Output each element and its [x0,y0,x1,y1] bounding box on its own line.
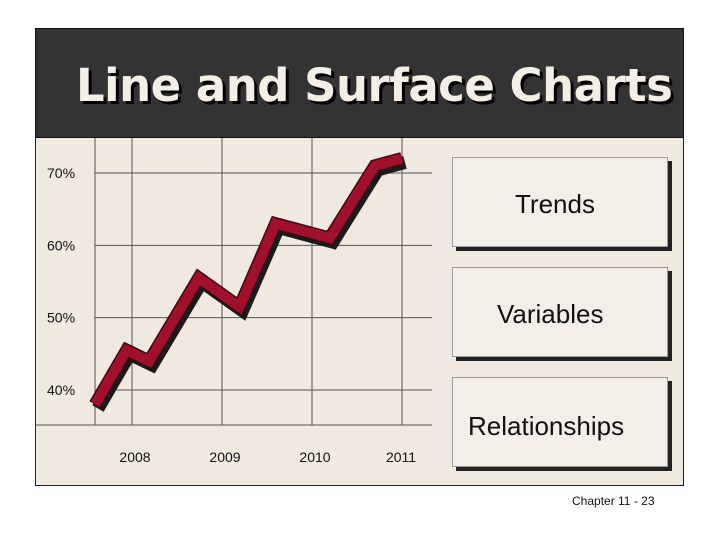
callout-variables-label: Variables [497,299,604,329]
y-tick-label: 70% [47,165,75,181]
callout-relationships: Relationships [452,377,668,467]
x-tick-label: 2009 [209,449,240,465]
callout-variables: Variables [452,267,668,357]
x-tick-label: 2010 [299,449,330,465]
title-bar: Line and Surface Charts [35,28,684,138]
chart-grid [35,138,432,426]
slide-title: Line and Surface Charts [76,59,673,112]
x-tick-label: 2008 [119,449,150,465]
callout-trends: Trends [452,157,668,247]
slide-footer: Chapter 11 - 23 [572,494,655,508]
callout-trends-label: Trends [515,189,595,219]
y-tick-label: 50% [47,310,75,326]
x-axis-labels: 2008 2009 2010 2011 [119,449,416,465]
y-tick-label: 40% [47,382,75,398]
x-tick-label: 2011 [386,449,416,465]
y-axis-labels: 40% 50% 60% 70% [47,165,75,398]
callout-relationships-label: Relationships [468,411,625,441]
y-tick-label: 60% [47,237,75,253]
series-line-path [90,153,404,408]
series-line [89,152,407,412]
